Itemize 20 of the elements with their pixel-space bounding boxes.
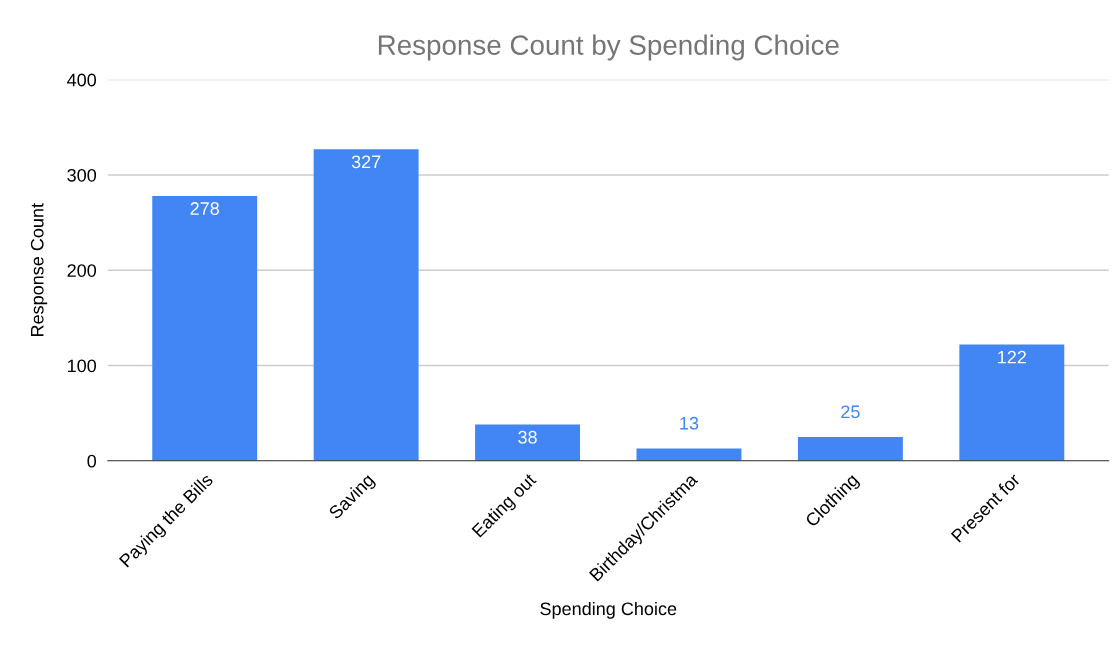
bar bbox=[797, 437, 903, 461]
bar bbox=[152, 195, 258, 461]
bar bbox=[636, 448, 742, 461]
bar bbox=[313, 149, 419, 461]
data-label: 122 bbox=[998, 350, 1026, 364]
y-tick-label: 400 bbox=[67, 73, 97, 87]
y-tick-label: 0 bbox=[87, 454, 97, 468]
data-label: 327 bbox=[351, 155, 381, 169]
bar bbox=[959, 344, 1065, 461]
data-label: 38 bbox=[518, 430, 537, 444]
y-tick-label: 200 bbox=[67, 264, 97, 277]
data-label: 278 bbox=[190, 202, 219, 215]
bar bbox=[475, 424, 581, 461]
x-axis-title: Spending Choice bbox=[540, 601, 677, 619]
y-axis-title: Response Count bbox=[30, 203, 48, 337]
y-tick-label: 300 bbox=[67, 168, 97, 182]
data-label: 13 bbox=[680, 416, 699, 430]
y-tick-label: 100 bbox=[68, 359, 97, 373]
chart-title: Response Count by Spending Choice bbox=[378, 34, 839, 61]
data-label: 25 bbox=[841, 405, 860, 419]
